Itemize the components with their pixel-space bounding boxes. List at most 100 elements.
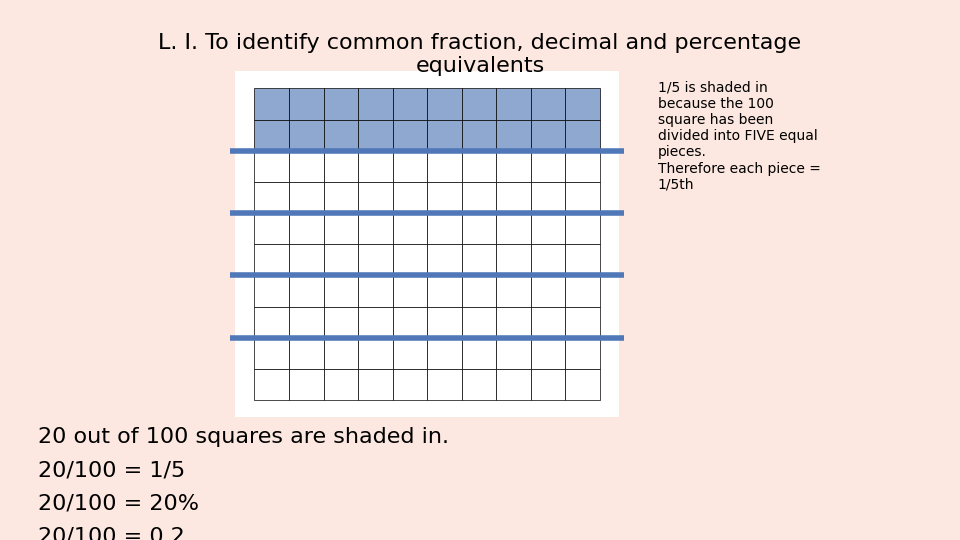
Bar <box>358 89 393 119</box>
Bar <box>393 89 427 119</box>
Bar <box>289 151 324 182</box>
Bar <box>496 369 531 400</box>
Text: 1/5 is shaded in
because the 100
square has been
divided into FIVE equal
pieces.: 1/5 is shaded in because the 100 square … <box>658 80 821 192</box>
Bar <box>496 307 531 338</box>
Bar <box>393 369 427 400</box>
Bar <box>462 244 496 275</box>
Bar <box>254 89 289 119</box>
Bar <box>462 275 496 307</box>
Text: 20/100 = 20%: 20/100 = 20% <box>38 493 200 513</box>
Bar <box>393 307 427 338</box>
Bar <box>358 369 393 400</box>
Bar <box>427 119 462 151</box>
Text: L. I. To identify common fraction, decimal and percentage
equivalents: L. I. To identify common fraction, decim… <box>158 33 802 76</box>
Bar <box>393 151 427 182</box>
Bar <box>565 338 600 369</box>
Bar <box>358 338 393 369</box>
Bar <box>254 244 289 275</box>
Bar <box>393 338 427 369</box>
Bar <box>289 89 324 119</box>
Bar <box>289 244 324 275</box>
Bar <box>254 151 289 182</box>
Bar <box>393 275 427 307</box>
Text: 20/100 = 0.2: 20/100 = 0.2 <box>38 526 185 540</box>
Bar <box>427 307 462 338</box>
Bar <box>462 119 496 151</box>
Bar <box>565 213 600 244</box>
Bar <box>462 89 496 119</box>
Bar <box>358 307 393 338</box>
Bar <box>565 244 600 275</box>
Bar <box>496 89 531 119</box>
Bar <box>462 182 496 213</box>
Text: 20 out of 100 squares are shaded in.: 20 out of 100 squares are shaded in. <box>38 427 449 447</box>
Bar <box>324 307 358 338</box>
Bar <box>324 275 358 307</box>
Bar <box>254 338 289 369</box>
Bar <box>462 307 496 338</box>
Bar <box>427 338 462 369</box>
Bar <box>565 89 600 119</box>
Bar <box>324 338 358 369</box>
Bar <box>254 369 289 400</box>
Bar <box>289 338 324 369</box>
Bar <box>531 275 565 307</box>
Bar <box>565 151 600 182</box>
Bar <box>427 182 462 213</box>
Bar <box>427 244 462 275</box>
Bar <box>289 275 324 307</box>
Bar <box>358 151 393 182</box>
Bar <box>565 119 600 151</box>
Bar <box>531 89 565 119</box>
Bar <box>393 119 427 151</box>
Bar <box>531 244 565 275</box>
Bar <box>358 275 393 307</box>
Bar <box>531 151 565 182</box>
Bar <box>324 182 358 213</box>
Bar <box>565 369 600 400</box>
Bar <box>324 89 358 119</box>
Bar <box>531 119 565 151</box>
Bar <box>531 307 565 338</box>
Bar <box>427 151 462 182</box>
Bar <box>427 213 462 244</box>
Bar <box>358 119 393 151</box>
FancyBboxPatch shape <box>235 71 619 417</box>
Bar <box>254 119 289 151</box>
Bar <box>427 89 462 119</box>
Bar <box>393 182 427 213</box>
Bar <box>496 338 531 369</box>
Bar <box>565 182 600 213</box>
Bar <box>393 213 427 244</box>
Bar <box>254 275 289 307</box>
Bar <box>496 213 531 244</box>
Bar <box>289 213 324 244</box>
Bar <box>462 338 496 369</box>
Bar <box>462 369 496 400</box>
Bar <box>427 369 462 400</box>
Bar <box>427 275 462 307</box>
Bar <box>358 213 393 244</box>
Bar <box>324 151 358 182</box>
Bar <box>496 151 531 182</box>
Bar <box>289 369 324 400</box>
Bar <box>531 182 565 213</box>
Bar <box>496 275 531 307</box>
Bar <box>496 119 531 151</box>
Bar <box>565 275 600 307</box>
Bar <box>496 182 531 213</box>
Bar <box>531 213 565 244</box>
Bar <box>358 182 393 213</box>
Bar <box>289 182 324 213</box>
Bar <box>462 213 496 244</box>
Bar <box>289 119 324 151</box>
Bar <box>531 338 565 369</box>
Bar <box>324 244 358 275</box>
Bar <box>254 213 289 244</box>
Bar <box>462 151 496 182</box>
Bar <box>289 307 324 338</box>
Text: 20/100 = 1/5: 20/100 = 1/5 <box>38 460 185 480</box>
Bar <box>254 307 289 338</box>
Bar <box>254 182 289 213</box>
Bar <box>324 119 358 151</box>
